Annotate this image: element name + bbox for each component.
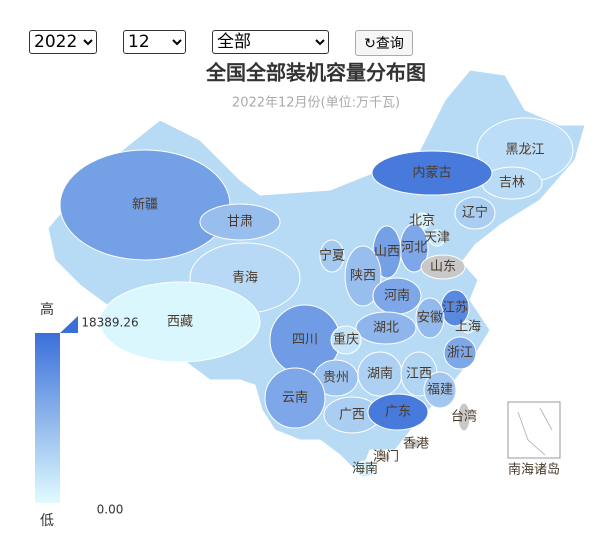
province xyxy=(457,402,471,432)
province-label: 重庆 xyxy=(333,332,359,348)
province-label: 陕西 xyxy=(350,269,376,284)
province-label: 云南 xyxy=(282,390,308,406)
visual-map-max: 18389.26 xyxy=(81,316,138,330)
type-select[interactable]: 全部 xyxy=(212,30,329,54)
province xyxy=(381,452,391,462)
province-label: 湖南 xyxy=(367,366,393,382)
province xyxy=(344,245,382,307)
visual-map-low: 低 xyxy=(40,513,54,529)
province-label: 山西 xyxy=(374,245,400,260)
province-label: 海南 xyxy=(352,461,378,477)
south-sea-inset xyxy=(507,401,561,459)
province xyxy=(428,229,446,247)
province-label: 湖北 xyxy=(373,321,399,336)
province-label: 甘肃 xyxy=(227,215,253,230)
inset-label: 南海诸岛 xyxy=(508,462,560,478)
province xyxy=(443,336,477,370)
province xyxy=(410,439,422,449)
province-label: 内蒙古 xyxy=(412,165,451,181)
province-label: 新疆 xyxy=(132,197,158,213)
province xyxy=(461,320,475,334)
province-label: 广西 xyxy=(339,408,365,423)
province xyxy=(330,325,362,355)
map-subtitle: 2022年12月份(单位:万千瓦) xyxy=(232,96,400,111)
province-label: 西藏 xyxy=(167,315,193,330)
province-label: 北京 xyxy=(409,214,435,229)
province-label: 浙江 xyxy=(447,346,473,361)
province-label: 四川 xyxy=(292,333,318,348)
province-label: 吉林 xyxy=(499,176,525,191)
province xyxy=(319,239,345,273)
province-label: 上海 xyxy=(455,320,481,335)
visual-map-handle xyxy=(60,316,78,333)
province-label: 青海 xyxy=(232,271,258,286)
province-label: 福建 xyxy=(427,383,453,398)
province-label: 安徽 xyxy=(417,311,443,326)
province-label: 香港 xyxy=(403,437,429,452)
province-label: 宁夏 xyxy=(319,248,345,264)
province-label: 河北 xyxy=(401,241,427,256)
province-label: 澳门 xyxy=(373,449,399,465)
province-label: 江西 xyxy=(406,367,432,382)
month-select[interactable]: 12 xyxy=(123,30,186,54)
map-title: 全国全部装机容量分布图 xyxy=(205,61,426,85)
province-label: 山东 xyxy=(430,260,456,275)
province xyxy=(423,371,457,409)
province-label: 黑龙江 xyxy=(505,143,544,158)
province-label: 江苏 xyxy=(442,300,468,316)
query-label: 查询 xyxy=(375,35,404,51)
province-label: 广东 xyxy=(385,405,411,420)
province xyxy=(354,460,376,478)
province xyxy=(264,367,326,429)
province-label: 贵州 xyxy=(323,371,349,386)
province xyxy=(367,393,429,431)
province-label: 天津 xyxy=(424,231,450,246)
province xyxy=(355,311,417,345)
query-button[interactable]: ↻查询 xyxy=(355,30,413,56)
province xyxy=(420,254,466,280)
province xyxy=(199,203,281,241)
visual-map-high: 高 xyxy=(40,301,54,318)
province xyxy=(454,196,496,230)
province xyxy=(371,150,493,196)
inset-islands xyxy=(517,407,553,456)
year-select[interactable]: 2022 xyxy=(29,30,97,54)
province-label: 辽宁 xyxy=(462,205,488,221)
province-label: 河南 xyxy=(384,288,410,304)
visual-map-min: 0.00 xyxy=(97,503,124,517)
province-label: 台湾 xyxy=(451,409,477,425)
province xyxy=(415,297,445,339)
visual-map-bar xyxy=(35,333,60,503)
province xyxy=(99,281,261,363)
